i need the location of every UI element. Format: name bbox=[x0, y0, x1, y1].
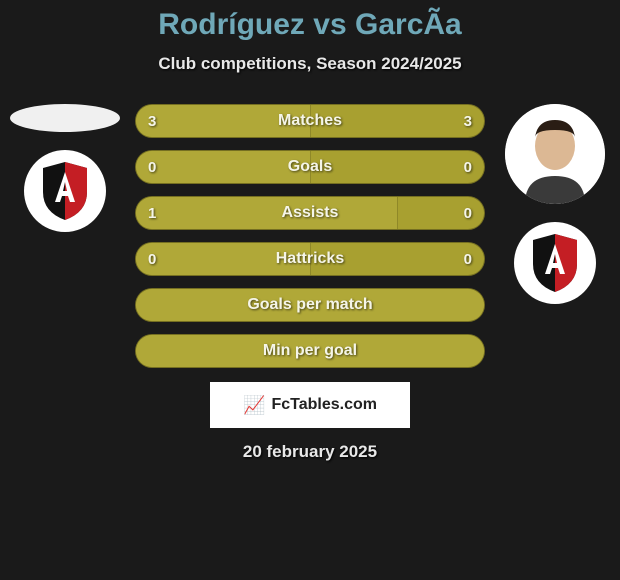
chart-icon: 📈 bbox=[243, 396, 265, 414]
player2-club-logo bbox=[514, 222, 596, 304]
stat-label: Matches bbox=[136, 105, 484, 137]
player1-column bbox=[10, 104, 120, 232]
stat-row: 00Goals bbox=[135, 150, 485, 184]
watermark-text: FcTables.com bbox=[271, 396, 377, 414]
stat-row: 33Matches bbox=[135, 104, 485, 138]
vs-label: vs bbox=[313, 8, 346, 41]
stat-label: Goals bbox=[136, 151, 484, 183]
player2-avatar bbox=[505, 104, 605, 204]
stat-row: Min per goal bbox=[135, 334, 485, 368]
player1-avatar bbox=[10, 104, 120, 132]
player2-column bbox=[500, 104, 610, 304]
stats-area: 33Matches 00Goals 10Assists 00Hattricks Goal… bbox=[0, 104, 620, 368]
stat-label: Assists bbox=[136, 197, 484, 229]
stat-label: Min per goal bbox=[136, 335, 484, 367]
shield-icon bbox=[39, 160, 91, 222]
stat-bars: 33Matches 00Goals 10Assists 00Hattricks Goal… bbox=[135, 104, 485, 368]
player1-club-logo bbox=[24, 150, 106, 232]
stat-label: Hattricks bbox=[136, 243, 484, 275]
stat-row: 00Hattricks bbox=[135, 242, 485, 276]
player2-name: GarcÃ­a bbox=[355, 8, 462, 41]
comparison-card: Rodríguez vs GarcÃ­a Club competitions, … bbox=[0, 0, 620, 462]
shield-icon bbox=[529, 232, 581, 294]
page-title: Rodríguez vs GarcÃ­a bbox=[0, 8, 620, 42]
subtitle: Club competitions, Season 2024/2025 bbox=[0, 54, 620, 74]
watermark[interactable]: 📈 FcTables.com bbox=[210, 382, 410, 428]
player1-name: Rodríguez bbox=[158, 8, 305, 41]
stat-row: 10Assists bbox=[135, 196, 485, 230]
stat-row: Goals per match bbox=[135, 288, 485, 322]
date-label: 20 february 2025 bbox=[0, 442, 620, 462]
stat-label: Goals per match bbox=[136, 289, 484, 321]
